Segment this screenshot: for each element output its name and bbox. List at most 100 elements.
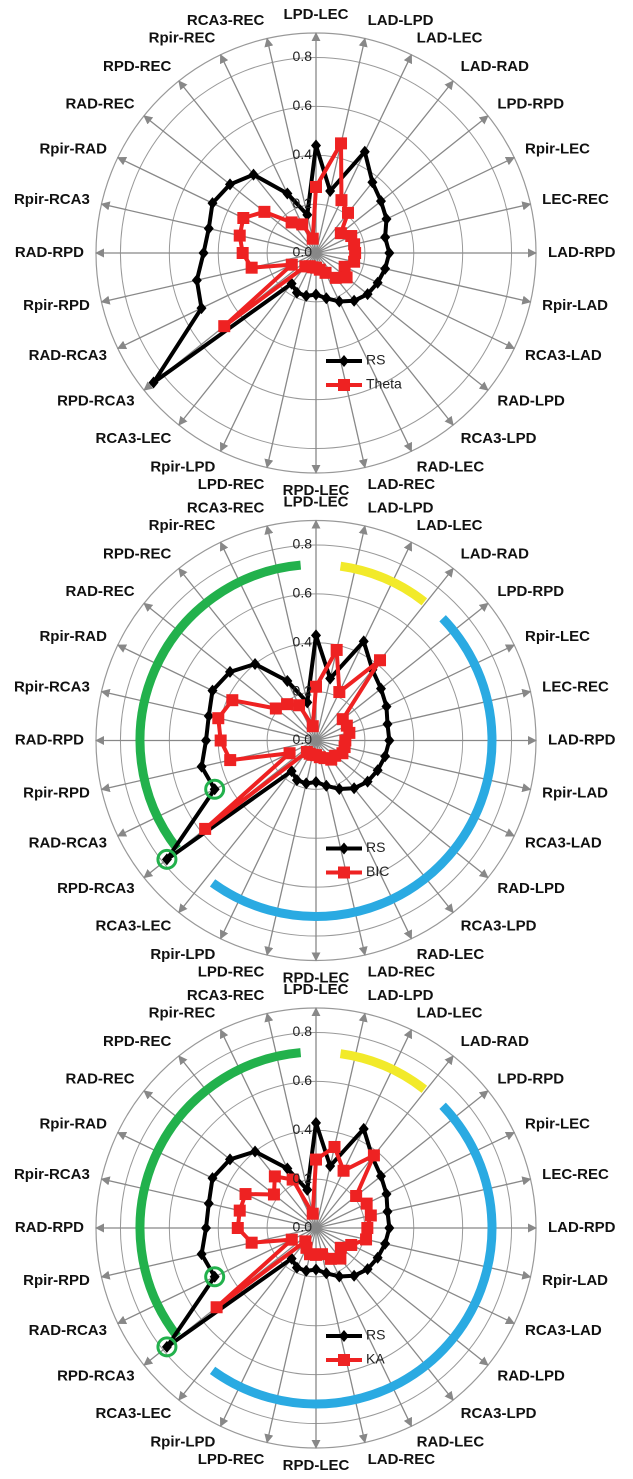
category-label: LAD-REC xyxy=(368,1451,436,1468)
point-marker xyxy=(321,292,332,305)
highlight-ring xyxy=(204,1266,226,1288)
category-label: RCA3-LEC xyxy=(96,430,172,447)
point-marker xyxy=(375,195,386,208)
highlight-ring xyxy=(204,778,226,800)
spoke xyxy=(264,252,317,469)
spoke xyxy=(315,739,516,837)
point-marker xyxy=(330,643,343,656)
category-label: RAD-LEC xyxy=(417,1433,485,1450)
r-tick-label: 0.0 xyxy=(293,244,313,260)
point-marker xyxy=(340,271,353,284)
r-tick-label: 0.6 xyxy=(293,1072,313,1088)
r-tick-label: 0.4 xyxy=(293,1121,313,1137)
point-marker xyxy=(248,168,259,181)
highlight-arc xyxy=(209,1102,497,1409)
point-marker xyxy=(361,1222,374,1234)
point-marker xyxy=(311,288,321,301)
category-label: LPD-RPD xyxy=(497,1071,564,1088)
point-marker xyxy=(224,1153,235,1166)
category-label: RPD-REC xyxy=(103,58,172,75)
category-label: RAD-LEC xyxy=(417,458,485,475)
category-label: RCA3-LEC xyxy=(96,1405,172,1422)
category-label: RAD-LPD xyxy=(497,392,565,409)
category-label: Rpir-RCA3 xyxy=(14,1166,90,1183)
point-marker xyxy=(250,1145,261,1158)
category-label: Rpir-LPD xyxy=(150,946,215,963)
point-marker xyxy=(349,1269,360,1282)
spoke xyxy=(315,525,368,741)
category-label: RAD-RPD xyxy=(15,731,84,748)
r-tick-label: 0.2 xyxy=(293,1170,313,1186)
point-marker xyxy=(380,262,391,275)
category-label: Rpir-RPD xyxy=(23,1272,90,1289)
point-marker xyxy=(325,185,336,198)
category-label: Rpir-RAD xyxy=(39,1116,107,1133)
point-marker xyxy=(285,1233,298,1246)
highlight-arc xyxy=(135,1048,302,1340)
point-marker xyxy=(334,1270,345,1283)
category-label: RPD-LEC xyxy=(283,969,350,986)
point-marker xyxy=(161,1340,172,1353)
point-marker xyxy=(335,194,348,207)
category-label: LAD-RAD xyxy=(461,1033,529,1050)
spoke xyxy=(315,740,454,914)
category-label: LPD-LEC xyxy=(284,493,349,510)
spoke xyxy=(100,739,317,793)
point-marker xyxy=(161,853,172,866)
point-marker xyxy=(333,686,346,699)
point-marker xyxy=(281,698,294,711)
category-label: LAD-RPD xyxy=(548,731,616,748)
point-marker xyxy=(207,684,218,697)
point-marker xyxy=(381,213,392,226)
category-label: Rpir-RAD xyxy=(39,628,107,645)
point-marker xyxy=(301,1264,312,1277)
point-marker xyxy=(367,176,378,189)
point-marker xyxy=(384,734,395,747)
spoke xyxy=(315,1176,532,1229)
point-marker xyxy=(300,745,313,758)
category-label: RAD-RCA3 xyxy=(29,347,107,364)
point-marker xyxy=(233,1204,246,1217)
legend-marker xyxy=(339,842,349,855)
point-marker xyxy=(231,1222,244,1234)
category-label: LPD-RPD xyxy=(497,583,564,600)
legend-label: RS xyxy=(366,1327,385,1343)
category-label: RCA3-REC xyxy=(187,12,265,29)
point-marker xyxy=(224,665,235,678)
category-label: RAD-LEC xyxy=(417,946,485,963)
category-label: RCA3-LPD xyxy=(461,430,537,447)
point-marker xyxy=(203,710,214,723)
point-marker xyxy=(306,720,319,733)
category-label: Rpir-LEC xyxy=(525,141,590,158)
point-marker xyxy=(311,139,321,152)
category-label: Rpir-REC xyxy=(149,30,216,47)
point-marker xyxy=(325,1160,336,1173)
point-marker xyxy=(196,302,207,315)
point-marker xyxy=(311,629,321,642)
point-marker xyxy=(372,1251,383,1264)
point-marker xyxy=(380,1237,391,1250)
point-marker xyxy=(267,1188,280,1201)
category-label: RCA3-LPD xyxy=(461,1405,537,1422)
point-marker xyxy=(328,1140,341,1153)
category-label: LAD-REC xyxy=(368,964,436,981)
category-label: LPD-LEC xyxy=(284,6,349,23)
point-marker xyxy=(321,1267,332,1280)
category-label: RCA3-LPD xyxy=(461,918,537,935)
point-marker xyxy=(296,218,309,231)
spoke xyxy=(264,1227,317,1444)
spoke xyxy=(116,156,317,254)
category-label: RPD-RCA3 xyxy=(57,392,135,409)
point-marker xyxy=(282,187,293,200)
category-label: RAD-RPD xyxy=(15,1219,84,1236)
category-label: LPD-REC xyxy=(198,476,265,493)
point-marker xyxy=(384,247,395,259)
point-marker xyxy=(269,702,282,715)
spoke xyxy=(315,739,489,879)
point-marker xyxy=(207,197,218,210)
point-marker xyxy=(214,734,227,747)
highlight-arc xyxy=(339,1049,428,1093)
category-label: RCA3-LEC xyxy=(96,918,172,935)
